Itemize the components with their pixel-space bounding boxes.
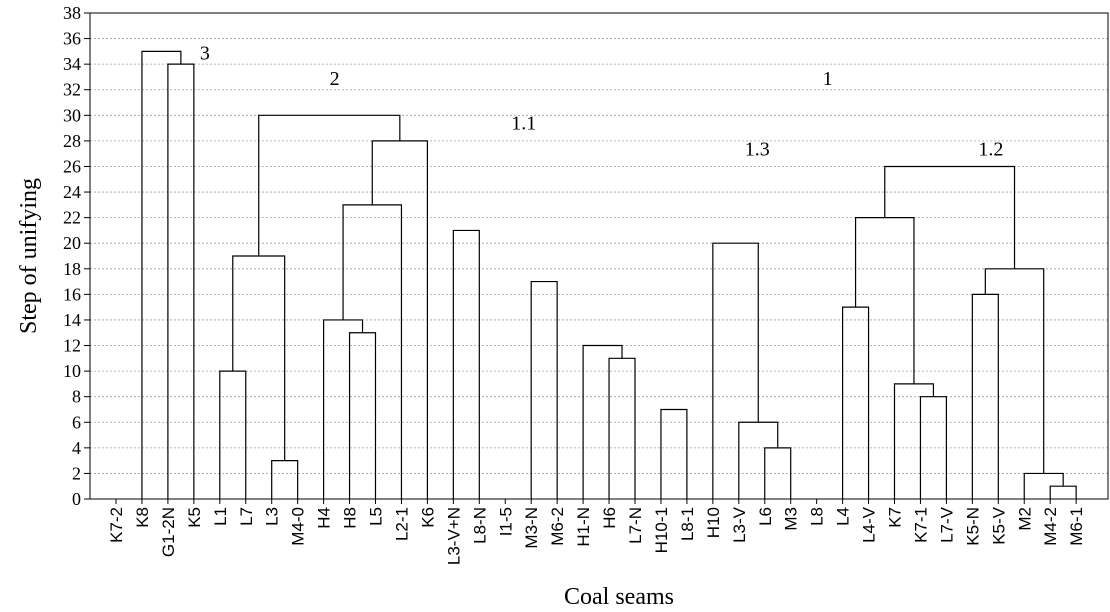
- leaf-label: H1-N: [574, 507, 593, 547]
- leaf-label: K7-2: [107, 507, 126, 543]
- cluster-annotation: 1.2: [978, 138, 1003, 160]
- leaf-label: M4-2: [1041, 507, 1060, 546]
- leaf-label: L8-1: [678, 507, 697, 541]
- y-tick-label: 24: [63, 182, 81, 202]
- y-tick-label: 26: [63, 156, 81, 176]
- y-tick-label: 2: [72, 463, 81, 483]
- y-tick-label: 12: [63, 336, 81, 356]
- leaf-label: K5-N: [963, 507, 982, 546]
- dendrogram-link: [271, 460, 299, 499]
- leaf-label: L3-V: [730, 506, 749, 543]
- leaf-label: L7-N: [626, 507, 645, 544]
- leaf-label: L5: [367, 507, 386, 526]
- y-tick-label: 18: [63, 259, 81, 279]
- dendrogram-link: [1049, 485, 1077, 499]
- leaf-label: H8: [341, 507, 360, 529]
- leaf-label: K7: [886, 507, 905, 528]
- leaf-label: L7: [237, 507, 256, 526]
- cluster-annotation: 2: [330, 68, 340, 90]
- dendrogram-link: [141, 50, 182, 499]
- y-tick-label: 14: [63, 310, 81, 330]
- leaf-label: L3-V+N: [444, 507, 463, 565]
- leaf-label: K5-V: [989, 506, 1008, 544]
- dendrogram-link: [738, 421, 779, 499]
- y-tick-label: 16: [63, 284, 81, 304]
- dendrogram-link: [712, 242, 759, 499]
- leaf-label: G1-2N: [159, 507, 178, 557]
- leaf-label: H10: [704, 507, 723, 538]
- leaf-label: K7-1: [911, 507, 930, 543]
- dendrogram-link: [893, 383, 935, 499]
- leaf-label: K6: [418, 507, 437, 528]
- leaf-label: H6: [600, 507, 619, 529]
- leaf-label: M2: [1015, 507, 1034, 531]
- dendrogram-link: [530, 280, 558, 499]
- leaf-label: L4-V: [860, 506, 879, 543]
- dendrogram-link: [582, 344, 623, 499]
- y-tick-label: 38: [63, 3, 81, 23]
- leaf-label: L4: [834, 507, 853, 526]
- leaf-label: M4-0: [289, 507, 308, 546]
- y-tick-label: 22: [63, 208, 81, 228]
- y-tick-label: 4: [72, 438, 81, 458]
- plot-frame: [89, 12, 1109, 500]
- leaf-label: L8-N: [470, 507, 489, 544]
- leaf-label: M6-1: [1067, 507, 1086, 546]
- annotation-layer: 3 2 1 1.1 1.3 1.2: [200, 42, 1003, 160]
- dendrogram-link: [342, 204, 403, 499]
- x-axis-title: Coal seams: [564, 584, 674, 610]
- y-tick-label: 36: [63, 29, 81, 49]
- leaf-layer: K7-2 K8 G1-2N K5 L1 L7 L3 M4-0 H4 H8 L5 L2-1 K6 L3-V+…: [107, 499, 1086, 565]
- y-tick-label: 30: [63, 105, 81, 125]
- y-tick-label: 32: [63, 80, 81, 100]
- tree-layer: [141, 50, 1077, 499]
- y-tick-label: 20: [63, 233, 81, 253]
- cluster-annotation: 1: [823, 68, 833, 90]
- dendrogram-link: [452, 229, 480, 499]
- cluster-annotation: 1.3: [745, 138, 770, 160]
- leaf-label: L7-V: [937, 506, 956, 543]
- dendrogram-link: [258, 114, 401, 256]
- dendrogram-link: [167, 63, 195, 499]
- dendrogram-link: [608, 357, 636, 499]
- y-tick-label: 0: [72, 489, 81, 509]
- cluster-annotation: 3: [200, 42, 210, 64]
- leaf-label: L1: [211, 507, 230, 526]
- leaf-label: M6-2: [548, 507, 567, 546]
- cluster-annotation: 1.1: [511, 113, 536, 135]
- y-tick-label: 28: [63, 131, 81, 151]
- dendrogram-link: [660, 408, 688, 499]
- dendrogram-link: [854, 217, 915, 384]
- dendrogram-link: [219, 370, 247, 499]
- dendrogram-link: [884, 165, 1016, 269]
- y-tick-label: 6: [72, 412, 81, 432]
- y-tick-label: 10: [63, 361, 81, 381]
- dendrogram-link: [371, 140, 428, 499]
- leaf-label: H4: [315, 507, 334, 529]
- dendrogram-link: [323, 319, 364, 499]
- leaf-label: K5: [185, 507, 204, 528]
- dendrogram-link: [348, 332, 377, 499]
- leaf-label: H10-1: [652, 507, 671, 553]
- y-tick-label: 8: [72, 387, 81, 407]
- leaf-label: L3: [263, 507, 282, 526]
- leaf-label: L8: [808, 507, 827, 526]
- leaf-label: L6: [756, 507, 775, 526]
- leaf-label: L2-1: [392, 507, 411, 541]
- leaf-label: I1-5: [496, 507, 515, 536]
- leaf-label: K8: [133, 507, 152, 528]
- y-tick-label: 34: [63, 54, 81, 74]
- leaf-label: M3: [782, 507, 801, 531]
- dendrogram-link: [842, 306, 870, 499]
- leaf-label: M3-N: [522, 507, 541, 549]
- y-axis-title: Step of unifying: [16, 178, 42, 334]
- dendrogram-link: [232, 255, 286, 461]
